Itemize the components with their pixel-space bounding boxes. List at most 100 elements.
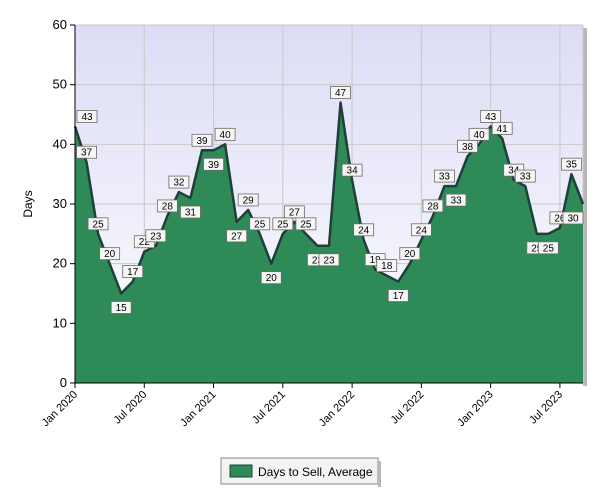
data-label-box: [168, 175, 190, 189]
data-label-box: [562, 211, 584, 225]
plot-right-shadow: [583, 28, 587, 386]
data-label-box: [180, 205, 201, 219]
y-tick-label: 40: [53, 136, 67, 151]
data-label: 40: [220, 130, 232, 141]
data-label-box: [237, 193, 259, 207]
data-label: 33: [439, 172, 451, 183]
data-label: 26: [554, 213, 566, 224]
data-label: 17: [127, 267, 139, 278]
y-axis-title: Days: [21, 190, 35, 217]
data-label: 39: [208, 160, 220, 171]
data-label: 27: [289, 207, 301, 218]
data-label: 18: [381, 261, 393, 272]
data-label: 23: [150, 231, 162, 242]
data-label: 32: [173, 178, 185, 189]
data-label: 17: [393, 291, 405, 302]
area-fill: [75, 102, 583, 383]
data-label: 35: [566, 160, 578, 171]
x-tick-label: Jul 2021: [250, 389, 288, 427]
legend-box-shadow: [378, 461, 381, 487]
y-tick-label: 60: [53, 17, 67, 32]
data-label-box: [422, 199, 444, 213]
x-tick-label: Jan 2021: [178, 389, 218, 429]
y-tick-label: 10: [53, 315, 67, 330]
data-label-box: [110, 301, 132, 314]
data-label: 15: [116, 303, 128, 314]
data-label: 30: [567, 214, 579, 225]
data-label-box: [561, 157, 582, 171]
data-label: 19: [370, 255, 382, 266]
data-label: 22: [139, 237, 151, 248]
data-label-box: [468, 127, 490, 141]
data-label: 31: [185, 208, 197, 219]
data-label: 40: [474, 130, 486, 141]
data-label: 39: [196, 136, 208, 147]
data-label-box: [514, 169, 536, 183]
data-label-box: [399, 247, 421, 261]
data-label: 34: [347, 166, 359, 177]
x-tick-label: Jan 2020: [40, 389, 80, 429]
data-label: 47: [335, 88, 347, 99]
data-label-box: [434, 169, 455, 183]
data-label: 37: [81, 148, 93, 159]
data-label: 27: [231, 231, 243, 242]
data-label-box: [76, 110, 98, 123]
data-label-box: [330, 86, 351, 99]
data-label-box: [156, 199, 178, 213]
data-label: 43: [81, 112, 93, 123]
data-label-box: [272, 217, 294, 231]
data-label: 24: [358, 225, 370, 236]
legend-label: Days to Sell, Average: [258, 465, 373, 479]
data-label-box: [376, 259, 398, 273]
y-tick-label: 50: [53, 77, 67, 92]
data-label: 25: [531, 243, 543, 254]
legend: Days to Sell, Average: [220, 457, 381, 487]
data-label: 28: [427, 201, 439, 212]
data-label-box: [249, 217, 271, 231]
data-label: 28: [162, 201, 174, 212]
data-label-box: [226, 229, 248, 243]
data-label-box: [145, 229, 167, 243]
data-label-box: [445, 193, 467, 207]
y-tick-label: 20: [53, 256, 67, 271]
data-label-box: [122, 265, 144, 278]
data-label: 25: [277, 219, 289, 230]
data-label: 24: [416, 225, 428, 236]
data-label: 41: [497, 124, 509, 135]
x-tick-label: Jul 2023: [527, 389, 565, 427]
y-tick-label: 30: [53, 196, 67, 211]
data-label: 20: [266, 273, 278, 284]
data-label-box: [99, 247, 121, 261]
data-label: 43: [485, 112, 497, 123]
data-label: 25: [300, 219, 312, 230]
data-label: 29: [243, 195, 255, 206]
legend-swatch: [229, 464, 253, 478]
x-tick-label: Jan 2023: [455, 389, 495, 429]
x-tick-label: Jan 2022: [317, 389, 357, 429]
data-label-box: [387, 289, 409, 302]
x-tick-label: Jul 2020: [111, 389, 149, 427]
data-label-box: [76, 145, 97, 159]
data-label-box: [318, 253, 340, 267]
data-label: 20: [404, 249, 416, 260]
data-label: 33: [450, 196, 462, 207]
data-label-box: [341, 163, 363, 177]
y-tick-label: 0: [60, 375, 67, 390]
data-label-box: [260, 271, 282, 285]
data-label: 23: [312, 255, 324, 266]
data-label-box: [214, 127, 236, 141]
data-label: 34: [508, 166, 520, 177]
data-label-box: [295, 217, 317, 231]
data-label-box: [457, 139, 478, 153]
data-label-box: [353, 223, 375, 237]
data-labels: 4337252015172223283231393940272925202527…: [76, 86, 584, 314]
data-label: 38: [462, 142, 474, 153]
x-tick-label: Jul 2022: [389, 389, 427, 427]
data-label-box: [283, 205, 305, 219]
data-label-box: [410, 223, 432, 237]
data-label-box: [480, 110, 502, 123]
data-label-box: [191, 133, 213, 147]
data-label: 20: [104, 249, 116, 260]
data-label: 23: [323, 255, 335, 266]
